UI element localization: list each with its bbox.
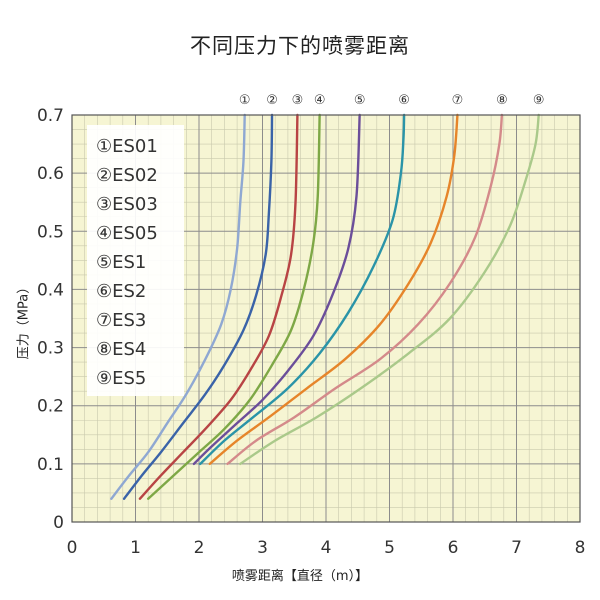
curve-series-3: [138, 113, 299, 500]
x-tick-label: 8: [575, 538, 586, 558]
plot-border: [71, 114, 581, 523]
legend-box: [87, 125, 184, 396]
x-tick-label: 2: [194, 538, 205, 558]
curve-series-1: [110, 113, 246, 500]
curve-tag-8: ⑧: [496, 93, 508, 108]
curve-tag-1: ①: [239, 93, 251, 108]
y-tick-label: 0.3: [37, 339, 64, 359]
x-axis-label: 喷雾距离【直径（m）】: [231, 569, 369, 584]
legend-entry-3: ③ES03: [96, 194, 158, 215]
curves: [110, 113, 540, 500]
curve-tag-4: ④: [314, 93, 326, 108]
x-tick-labels: 0 1 2 3 4 5 6 7 8: [67, 538, 586, 558]
curve-tag-9: ⑨: [533, 93, 545, 108]
curve-series-4: [147, 113, 321, 500]
chart-title: 不同压力下的喷雾距离: [190, 34, 410, 58]
y-tick-labels: 0 0.1 0.2 0.3 0.4 0.5 0.6 0.7: [37, 106, 64, 533]
curve-series-5: [192, 113, 361, 466]
curve-series-9: [239, 113, 540, 466]
legend-entry-8: ⑧ES4: [96, 339, 146, 360]
y-tick-label: 0.7: [37, 106, 64, 126]
legend-entry-1: ①ES01: [96, 136, 158, 157]
x-tick-label: 3: [257, 538, 268, 558]
x-tick-label: 4: [321, 538, 332, 558]
x-tick-label: 5: [384, 538, 395, 558]
x-tick-label: 0: [67, 538, 78, 558]
x-tick-label: 1: [130, 538, 141, 558]
curve-series-6: [199, 113, 406, 466]
y-tick-label: 0: [53, 513, 64, 533]
x-tick-label: 6: [448, 538, 459, 558]
curve-series-7: [208, 113, 459, 466]
legend-entry-4: ④ES05: [96, 223, 158, 244]
curve-series-2: [122, 113, 274, 500]
curve-tag-6: ⑥: [398, 93, 410, 108]
legend-entry-9: ⑨ES5: [96, 368, 146, 389]
curve-tag-2: ②: [266, 93, 278, 108]
y-tick-label: 0.6: [37, 164, 64, 184]
curve-tag-7: ⑦: [452, 93, 464, 108]
y-tick-label: 0.4: [37, 280, 64, 300]
y-tick-label: 0.1: [37, 455, 64, 475]
legend-entry-6: ⑥ES2: [96, 281, 146, 302]
legend-entry-5: ⑤ES1: [96, 252, 146, 273]
y-tick-label: 0.2: [37, 397, 64, 417]
curve-series-8: [226, 113, 504, 466]
legend-entry-7: ⑦ES3: [96, 310, 146, 331]
y-tick-label: 0.5: [37, 222, 64, 242]
legend: ①ES01 ②ES02 ③ES03 ④ES05 ⑤ES1 ⑥ES2 ⑦ES3 ⑧ES4 ⑨ES5: [87, 125, 184, 396]
curve-tag-3: ③: [292, 93, 304, 108]
legend-entry-2: ②ES02: [96, 165, 158, 186]
curve-tag-5: ⑤: [354, 93, 366, 108]
x-tick-label: 7: [511, 538, 522, 558]
